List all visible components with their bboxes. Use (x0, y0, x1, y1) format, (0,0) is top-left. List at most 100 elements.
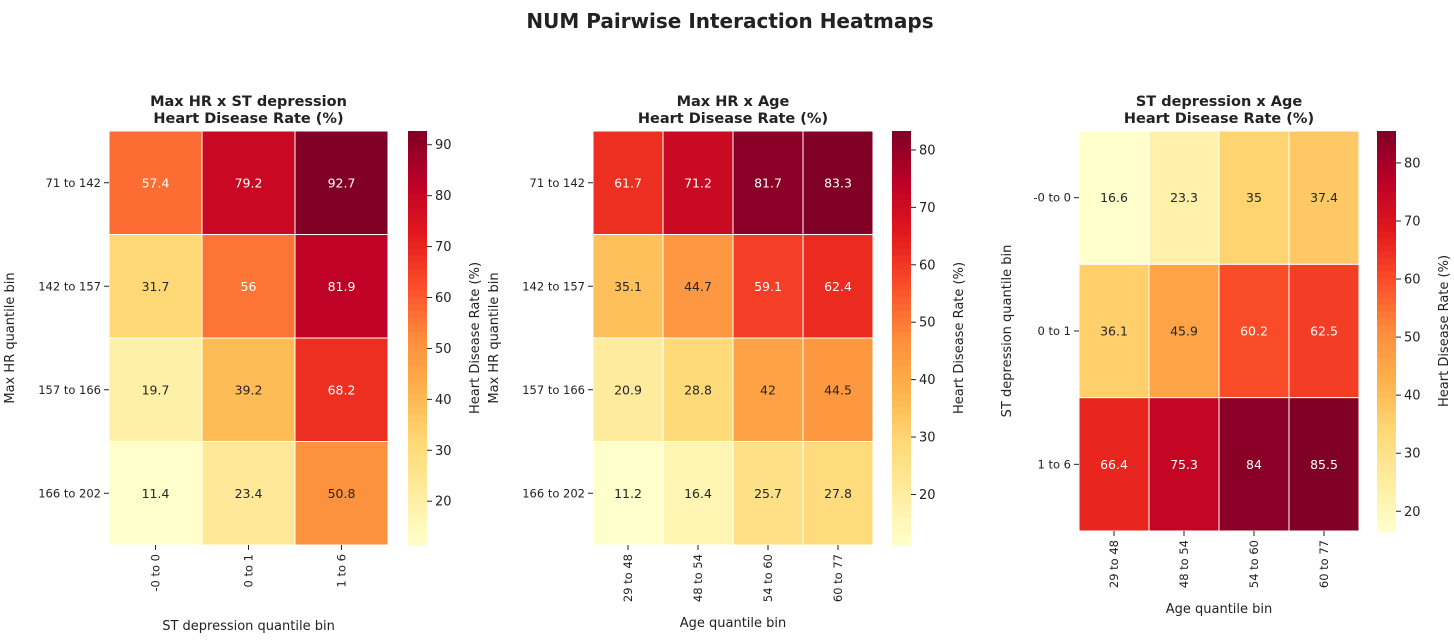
colorbar-segment (408, 275, 427, 284)
colorbar-label: Heart Disease Rate (%) (468, 262, 483, 414)
colorbar-segment (1377, 504, 1396, 512)
y-axis-label: Max HR quantile bin (487, 272, 502, 403)
colorbar-segment (1377, 177, 1396, 185)
x-tick-label: 0 to 1 (242, 554, 256, 588)
heatmap-cell (662, 234, 734, 339)
heatmap-cell (662, 130, 734, 235)
cell-value-label: 39.2 (235, 382, 263, 397)
colorbar-segment (1377, 384, 1396, 392)
cell-value-label: 71.2 (684, 175, 712, 190)
colorbar-segment (408, 303, 427, 311)
colorbar-segment (892, 275, 911, 284)
cell-value-label: 27.8 (824, 486, 852, 501)
cell-value-label: 36.1 (1100, 324, 1128, 339)
y-tick-label: 142 to 157 (38, 279, 101, 293)
colorbar-segment (408, 262, 427, 270)
colorbar-segment (892, 296, 911, 305)
colorbar-tick-label: 60 (919, 258, 936, 273)
colorbar-segment (1377, 284, 1396, 292)
colorbar-segment (1377, 451, 1396, 459)
colorbar-segment (892, 351, 911, 360)
colorbar-segment (408, 234, 427, 242)
cell-value-label: 92.7 (328, 175, 356, 190)
colorbar-segment (892, 400, 911, 408)
cell-value-label: 79.2 (235, 175, 263, 190)
colorbar-segment (408, 324, 427, 332)
colorbar-tick-label: 90 (435, 138, 452, 153)
colorbar-segment (892, 434, 911, 443)
cell-value-label: 75.3 (1170, 457, 1198, 472)
colorbar-segment (892, 289, 911, 298)
colorbar-segment (408, 172, 427, 180)
x-tick-label: -0 to 0 (149, 554, 163, 592)
colorbar-segment (1377, 317, 1396, 325)
colorbar-segment (1377, 277, 1396, 285)
colorbar-segment (408, 441, 427, 449)
colorbar-segment (892, 144, 911, 153)
x-tick-label: 48 to 54 (1177, 540, 1191, 588)
colorbar-segment (1377, 204, 1396, 212)
colorbar-segment (892, 255, 911, 263)
colorbar-tick-label: 50 (435, 342, 452, 357)
heatmap-cell (732, 441, 804, 546)
colorbar-segment (892, 137, 911, 146)
colorbar-segment (408, 144, 427, 153)
y-tick-label: 157 to 166 (522, 383, 585, 397)
heatmap-cell (108, 234, 203, 339)
colorbar-segment (408, 158, 427, 167)
heatmap-cell (1148, 263, 1220, 399)
colorbar-segment (408, 469, 427, 477)
x-axis-label: ST depression quantile bin (162, 619, 335, 634)
panel-title-line1: Max HR x ST depression (150, 94, 347, 110)
cell-value-label: 68.2 (328, 382, 356, 397)
colorbar-segment (892, 317, 911, 325)
colorbar-tick-label: 40 (1404, 389, 1421, 404)
y-axis-label: Max HR quantile bin (3, 272, 18, 403)
colorbar-segment (408, 427, 427, 436)
colorbar-segment (1377, 224, 1396, 232)
colorbar-tick-label: 70 (1404, 214, 1421, 229)
cell-value-label: 23.4 (235, 486, 263, 501)
heatmap-cell (201, 234, 296, 339)
colorbar-segment (1377, 344, 1396, 352)
heatmap-cell (294, 130, 389, 235)
colorbar-segment (1377, 524, 1396, 532)
colorbar-segment (892, 262, 911, 270)
colorbar-segment (892, 248, 911, 256)
colorbar-segment (892, 427, 911, 436)
colorbar-segment (1377, 311, 1396, 319)
y-axis-label: ST depression quantile bin (1000, 245, 1015, 418)
colorbar-segment (408, 531, 427, 539)
panel-title-line2: Heart Disease Rate (%) (638, 111, 828, 127)
colorbar-segment (1377, 251, 1396, 259)
colorbar-segment (1377, 304, 1396, 312)
heatmap-cell (108, 441, 203, 546)
colorbar-segment (408, 503, 427, 512)
cell-value-label: 16.6 (1100, 190, 1128, 205)
colorbar-segment (1377, 171, 1396, 179)
heatmap-cell (201, 130, 296, 235)
colorbar-segment (408, 524, 427, 532)
colorbar-segment (1377, 337, 1396, 345)
colorbar-segment (408, 269, 427, 277)
colorbar-segment (1377, 517, 1396, 525)
colorbar-segment (892, 393, 911, 401)
colorbar-segment (892, 158, 911, 167)
colorbar-segment (892, 131, 911, 139)
colorbar-segment (892, 324, 911, 332)
colorbar-segment (408, 344, 427, 353)
colorbar-segment (892, 531, 911, 539)
cell-value-label: 16.4 (684, 486, 712, 501)
colorbar-segment (892, 200, 911, 208)
colorbar-segment (1377, 244, 1396, 252)
cell-value-label: 61.7 (614, 175, 642, 190)
heatmap-cell (1148, 130, 1220, 265)
cell-value-label: 35 (1246, 190, 1262, 205)
colorbar-segment (892, 227, 911, 236)
colorbar-segment (408, 137, 427, 146)
colorbar-segment (892, 517, 911, 525)
y-tick-label: 157 to 166 (38, 383, 101, 397)
colorbar-segment (1377, 464, 1396, 472)
cell-value-label: 45.9 (1170, 324, 1198, 339)
colorbar-tick-label: 60 (1404, 273, 1421, 288)
